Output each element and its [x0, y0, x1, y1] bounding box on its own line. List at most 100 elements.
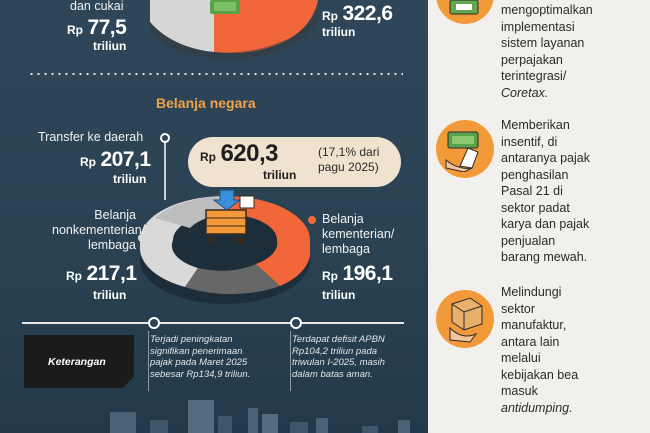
infographic-left-panel: dan cukai Rp 77,5 triliun Rp 322,6 trili… [0, 0, 428, 433]
note2-line: triwulan I-2025, masih [292, 357, 385, 368]
kem-value: Rp 196,1 [322, 262, 393, 286]
belanja-donut-chart [140, 189, 311, 304]
transfer-amount: 207,1 [100, 148, 151, 171]
item1-line: implementasi [501, 19, 575, 34]
item2-line: Memberikan [501, 118, 570, 132]
kem-unit: triliun [322, 288, 356, 302]
total-note: (17,1% dari pagu 2025) [318, 145, 379, 175]
item1-text: mengoptimalkan implementasi sistem layan… [501, 2, 593, 101]
total-note-line: (17,1% dari [318, 145, 380, 159]
shopping-cart-icon [205, 189, 255, 244]
pajak-rp: Rp [322, 9, 338, 23]
nonkem-amount: 217,1 [86, 262, 137, 285]
nonkem-label: Belanja nonkementerian/ lembaga [52, 208, 146, 253]
nonkem-label-line: nonkementerian/ [52, 223, 146, 237]
nonkem-rp: Rp [66, 269, 82, 283]
section-divider [28, 73, 403, 75]
item3-line: Melindungi [501, 285, 562, 299]
cukai-value: Rp 77,5 [67, 16, 127, 40]
keterangan-badge [24, 335, 134, 388]
pajak-value: Rp 322,6 [322, 2, 393, 26]
donut-segment-grey-top [155, 196, 225, 228]
kem-label-line: lembaga [322, 242, 370, 256]
nonkem-value: Rp 217,1 [66, 262, 137, 286]
kem-dot-icon [308, 216, 316, 224]
note1-marker-icon [148, 317, 160, 329]
total-value: Rp 620,3 [200, 140, 279, 168]
tax-incentive-icon [445, 131, 479, 172]
cukai-unit: triliun [93, 39, 127, 53]
city-skyline [110, 400, 410, 433]
note-markers [148, 317, 302, 329]
item2-text: Memberikan insentif, di antaranya pajak … [501, 117, 590, 266]
donut-segment-dark [185, 264, 280, 295]
total-rp: Rp [200, 150, 216, 164]
transfer-label: Transfer ke daerah [38, 130, 144, 144]
item1-line: sistem layanan [501, 36, 585, 50]
nonkem-label-line: Belanja [94, 208, 136, 222]
package-protection-icon [449, 297, 483, 343]
transfer-dot-icon [160, 133, 170, 143]
kem-label-line: Belanja [322, 212, 364, 226]
item3-line: masuk [501, 384, 538, 398]
note2-line: dalam batas aman. [292, 368, 373, 380]
transfer-value: Rp 207,1 [80, 148, 151, 172]
item1-line: perpajakan [501, 52, 563, 67]
note2-line: Rp104,2 triliun pada [292, 345, 378, 357]
item2-line: penjualan [501, 233, 556, 248]
note1-line: signifikan penerimaan [150, 345, 243, 357]
kem-label: Belanja kementerian/ lembaga [322, 212, 394, 257]
item2-line: karya dan pajak [501, 217, 590, 231]
item3-line: kebijakan bea [501, 367, 579, 382]
keterangan-badge-label: Keterangan [48, 356, 106, 368]
cukai-label: dan cukai [70, 0, 124, 13]
total-callout [188, 137, 401, 187]
donut-segment-orange [214, 0, 318, 53]
computer-tax-icon [449, 0, 479, 15]
note1-text: Terjadi peningkatan signifikan penerimaa… [150, 334, 250, 380]
nonkem-unit: triliun [93, 288, 127, 302]
note2-marker-icon [290, 317, 302, 329]
note1-line: pajak pada Maret 2025 [150, 357, 248, 368]
donut-shadow [150, 12, 318, 59]
item1-line: terintegrasi/ [501, 69, 567, 83]
total-amount: 620,3 [220, 140, 279, 167]
item3-line: melalui [501, 351, 541, 365]
cukai-rp: Rp [67, 23, 83, 37]
cukai-amount: 77,5 [87, 16, 127, 39]
item2-line: penghasilan [501, 167, 569, 182]
kebijakan-panel: mengoptimalkan implementasi sistem layan… [428, 0, 650, 433]
money-icon [210, 0, 240, 14]
item2-line: sektor padat [501, 200, 570, 215]
item3-line: sektor [501, 301, 536, 316]
note1-line: sebesar Rp134,9 triliun. [150, 368, 251, 380]
item2-line: antaranya pajak [501, 151, 590, 165]
pajak-amount: 322,6 [342, 2, 393, 25]
item1-line: Coretax. [501, 85, 549, 100]
pajak-unit: triliun [322, 25, 356, 39]
item3-line: antara lain [501, 334, 560, 349]
keterangan-divider [22, 322, 404, 324]
kem-label-line: kementerian/ [322, 227, 395, 241]
item2-line: insentif, di [501, 134, 558, 149]
item3-line: manufaktur, [501, 318, 567, 332]
total-unit: triliun [263, 168, 297, 182]
transfer-rp: Rp [80, 155, 96, 169]
penerimaan-donut-chart [150, 0, 318, 59]
nonkem-label-line: lembaga [88, 238, 136, 252]
item2-line: Pasal 21 di [501, 184, 563, 198]
transfer-unit: triliun [113, 172, 147, 186]
kem-amount: 196,1 [342, 262, 393, 285]
donut-segment-orange [225, 196, 311, 286]
donut-segment-grey [150, 0, 214, 52]
item3-line: antidumping. [501, 400, 573, 415]
item2-line: barang mewah. [501, 250, 588, 264]
note2-text: Terdapat defisit APBN Rp104,2 triliun pa… [292, 334, 385, 380]
note1-line: Terjadi peningkatan [150, 334, 233, 345]
note2-line: Terdapat defisit APBN [292, 334, 385, 345]
item3-text: Melindungi sektor manufaktur, antara lai… [501, 284, 578, 416]
item1-line: mengoptimalkan [501, 3, 593, 17]
belanja-title: Belanja negara [156, 95, 256, 111]
kem-rp: Rp [322, 269, 338, 283]
total-note-line: pagu 2025) [318, 160, 379, 174]
